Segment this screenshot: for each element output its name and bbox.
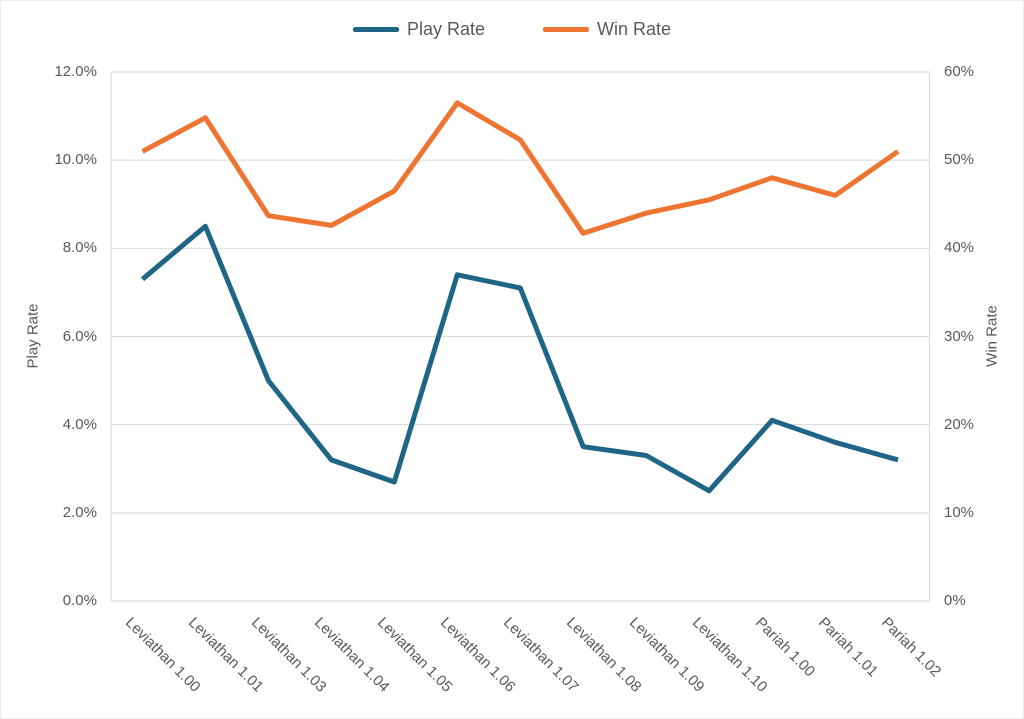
right-axis-tick: 0% xyxy=(944,592,966,609)
right-axis-tick: 40% xyxy=(944,239,975,257)
left-axis-tick: 8.0% xyxy=(62,239,97,257)
left-axis-tick: 2.0% xyxy=(62,503,97,521)
win-rate-line-swatch-icon xyxy=(543,27,589,32)
legend-item-play-rate: Play Rate xyxy=(352,19,485,40)
right-axis-tick: 50% xyxy=(944,151,975,169)
win-rate-line xyxy=(141,100,900,236)
right-axis-tick: 10% xyxy=(944,503,975,521)
left-axis-tick: 12.0% xyxy=(54,63,97,80)
plot-border xyxy=(110,71,930,602)
left-axis-tick: 10.0% xyxy=(54,151,97,169)
chart-legend: Play Rate Win Rate xyxy=(1,19,1023,40)
legend-item-win-rate: Win Rate xyxy=(543,19,671,40)
right-axis-tick: 30% xyxy=(944,327,975,345)
right-axis-tick: 60% xyxy=(944,63,975,80)
legend-label-play-rate: Play Rate xyxy=(406,19,485,39)
play-rate-line-swatch-icon xyxy=(352,27,399,32)
right-axis-tick: 20% xyxy=(944,415,975,433)
play-rate-line xyxy=(140,223,899,494)
legend-label-win-rate: Win Rate xyxy=(597,19,672,39)
left-axis-tick: 4.0% xyxy=(62,415,97,433)
left-axis-tick: 0.0% xyxy=(62,592,97,609)
right-axis-title: Win Rate xyxy=(983,305,1001,367)
left-axis-tick: 6.0% xyxy=(62,327,97,345)
